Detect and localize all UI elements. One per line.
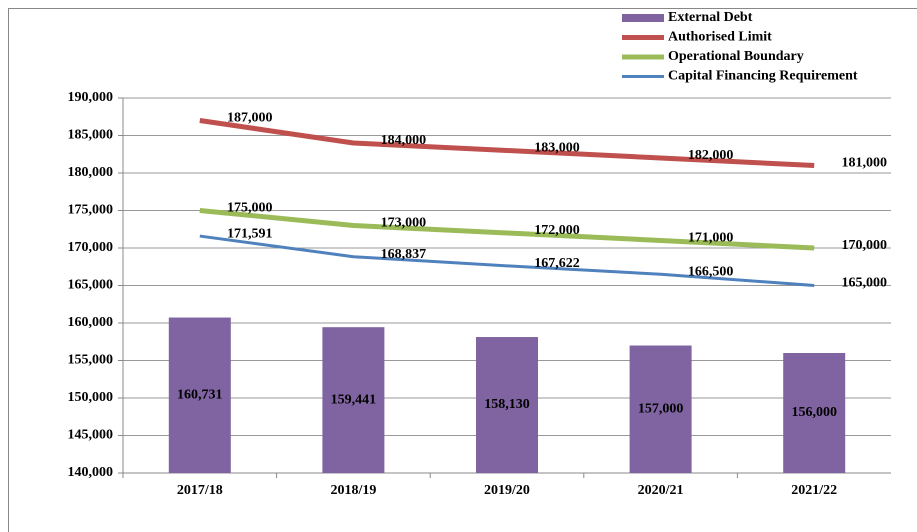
y-tick-label: 165,000 bbox=[68, 278, 114, 293]
data-label: 167,622 bbox=[534, 256, 580, 271]
data-label: 173,000 bbox=[381, 216, 427, 231]
y-tick-label: 140,000 bbox=[68, 465, 114, 480]
y-tick-label: 170,000 bbox=[68, 240, 114, 255]
data-label: 157,000 bbox=[638, 401, 684, 416]
data-label: 160,731 bbox=[177, 387, 223, 402]
data-label: 171,000 bbox=[688, 231, 734, 246]
y-tick-label: 150,000 bbox=[68, 390, 114, 405]
data-label: 166,500 bbox=[688, 264, 734, 279]
data-label: 175,000 bbox=[227, 201, 273, 216]
x-tick-label: 2018/19 bbox=[330, 483, 376, 498]
bar bbox=[322, 327, 385, 473]
y-tick-label: 175,000 bbox=[68, 203, 114, 218]
legend-label: External Debt bbox=[668, 10, 753, 25]
data-label: 182,000 bbox=[688, 148, 734, 163]
data-label: 165,000 bbox=[841, 276, 887, 291]
y-tick-label: 185,000 bbox=[68, 128, 114, 143]
data-label: 183,000 bbox=[534, 141, 580, 156]
legend-label: Capital Financing Requirement bbox=[668, 69, 858, 84]
legend-swatch bbox=[622, 14, 664, 22]
x-tick-label: 2020/21 bbox=[638, 483, 684, 498]
y-tick-label: 145,000 bbox=[68, 428, 114, 443]
data-label: 168,837 bbox=[381, 247, 427, 262]
x-tick-label: 2019/20 bbox=[484, 483, 530, 498]
line bbox=[199, 118, 815, 168]
data-label: 158,130 bbox=[484, 397, 530, 412]
y-tick-label: 160,000 bbox=[68, 315, 114, 330]
bar bbox=[168, 317, 231, 473]
data-label: 159,441 bbox=[331, 392, 377, 407]
y-tick-label: 180,000 bbox=[68, 165, 114, 180]
x-tick-label: 2017/18 bbox=[177, 483, 223, 498]
line bbox=[199, 208, 815, 251]
data-label: 170,000 bbox=[841, 238, 887, 253]
bar bbox=[476, 337, 538, 473]
x-tick-label: 2021/22 bbox=[791, 483, 837, 498]
data-label: 184,000 bbox=[381, 133, 427, 148]
data-label: 171,591 bbox=[227, 226, 273, 241]
bar bbox=[629, 345, 692, 473]
bar bbox=[783, 353, 846, 473]
data-label: 172,000 bbox=[534, 223, 580, 238]
data-label: 187,000 bbox=[227, 111, 273, 126]
line bbox=[199, 234, 815, 287]
data-label: 156,000 bbox=[791, 405, 837, 420]
chart-frame bbox=[8, 8, 917, 532]
y-tick-label: 190,000 bbox=[68, 90, 114, 105]
legend-label: Authorised Limit bbox=[668, 30, 772, 45]
y-tick-label: 155,000 bbox=[68, 353, 114, 368]
data-label: 181,000 bbox=[841, 156, 887, 171]
legend-label: Operational Boundary bbox=[668, 49, 804, 64]
